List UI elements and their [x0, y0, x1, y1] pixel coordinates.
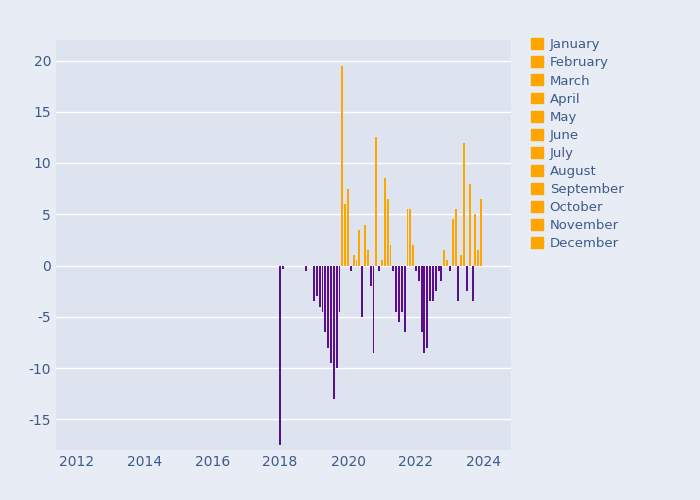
Bar — [279, 266, 281, 445]
Bar — [463, 142, 465, 266]
Bar — [400, 266, 402, 312]
Bar — [395, 266, 397, 312]
Bar — [367, 250, 369, 266]
Bar — [418, 266, 419, 281]
Bar — [381, 260, 383, 266]
Bar — [446, 260, 448, 266]
Bar — [304, 266, 307, 270]
Bar — [466, 266, 468, 291]
Bar — [384, 178, 386, 266]
Bar — [412, 245, 414, 266]
Legend: January, February, March, April, May, June, July, August, September, October, No: January, February, March, April, May, Ju… — [531, 38, 624, 250]
Bar — [477, 250, 479, 266]
Bar — [407, 209, 408, 266]
Bar — [319, 266, 321, 306]
Bar — [344, 204, 346, 266]
Bar — [375, 138, 377, 266]
Bar — [324, 266, 326, 332]
Bar — [378, 266, 380, 270]
Bar — [316, 266, 318, 296]
Bar — [452, 220, 454, 266]
Bar — [361, 266, 363, 317]
Bar — [475, 214, 476, 266]
Bar — [472, 266, 474, 302]
Bar — [426, 266, 428, 347]
Bar — [339, 266, 340, 312]
Bar — [460, 256, 462, 266]
Bar — [364, 224, 366, 266]
Bar — [332, 266, 335, 399]
Bar — [353, 256, 355, 266]
Bar — [435, 266, 437, 291]
Bar — [370, 266, 372, 286]
Bar — [449, 266, 451, 270]
Bar — [438, 266, 440, 270]
Bar — [336, 266, 337, 368]
Bar — [358, 230, 361, 266]
Bar — [347, 188, 349, 266]
Bar — [440, 266, 442, 281]
Bar — [432, 266, 434, 302]
Bar — [455, 209, 456, 266]
Bar — [421, 266, 423, 332]
Bar — [415, 266, 417, 270]
Bar — [350, 266, 351, 270]
Bar — [356, 260, 358, 266]
Bar — [457, 266, 459, 302]
Bar — [282, 266, 284, 268]
Bar — [429, 266, 431, 302]
Bar — [389, 245, 391, 266]
Bar — [387, 199, 388, 266]
Bar — [404, 266, 406, 332]
Bar — [468, 184, 470, 266]
Bar — [328, 266, 329, 347]
Bar — [372, 266, 375, 352]
Bar — [410, 209, 411, 266]
Bar — [392, 266, 394, 270]
Bar — [424, 266, 426, 352]
Bar — [342, 66, 343, 266]
Bar — [443, 250, 445, 266]
Bar — [330, 266, 332, 363]
Bar — [313, 266, 315, 302]
Bar — [398, 266, 400, 322]
Bar — [480, 199, 482, 266]
Bar — [321, 266, 323, 312]
